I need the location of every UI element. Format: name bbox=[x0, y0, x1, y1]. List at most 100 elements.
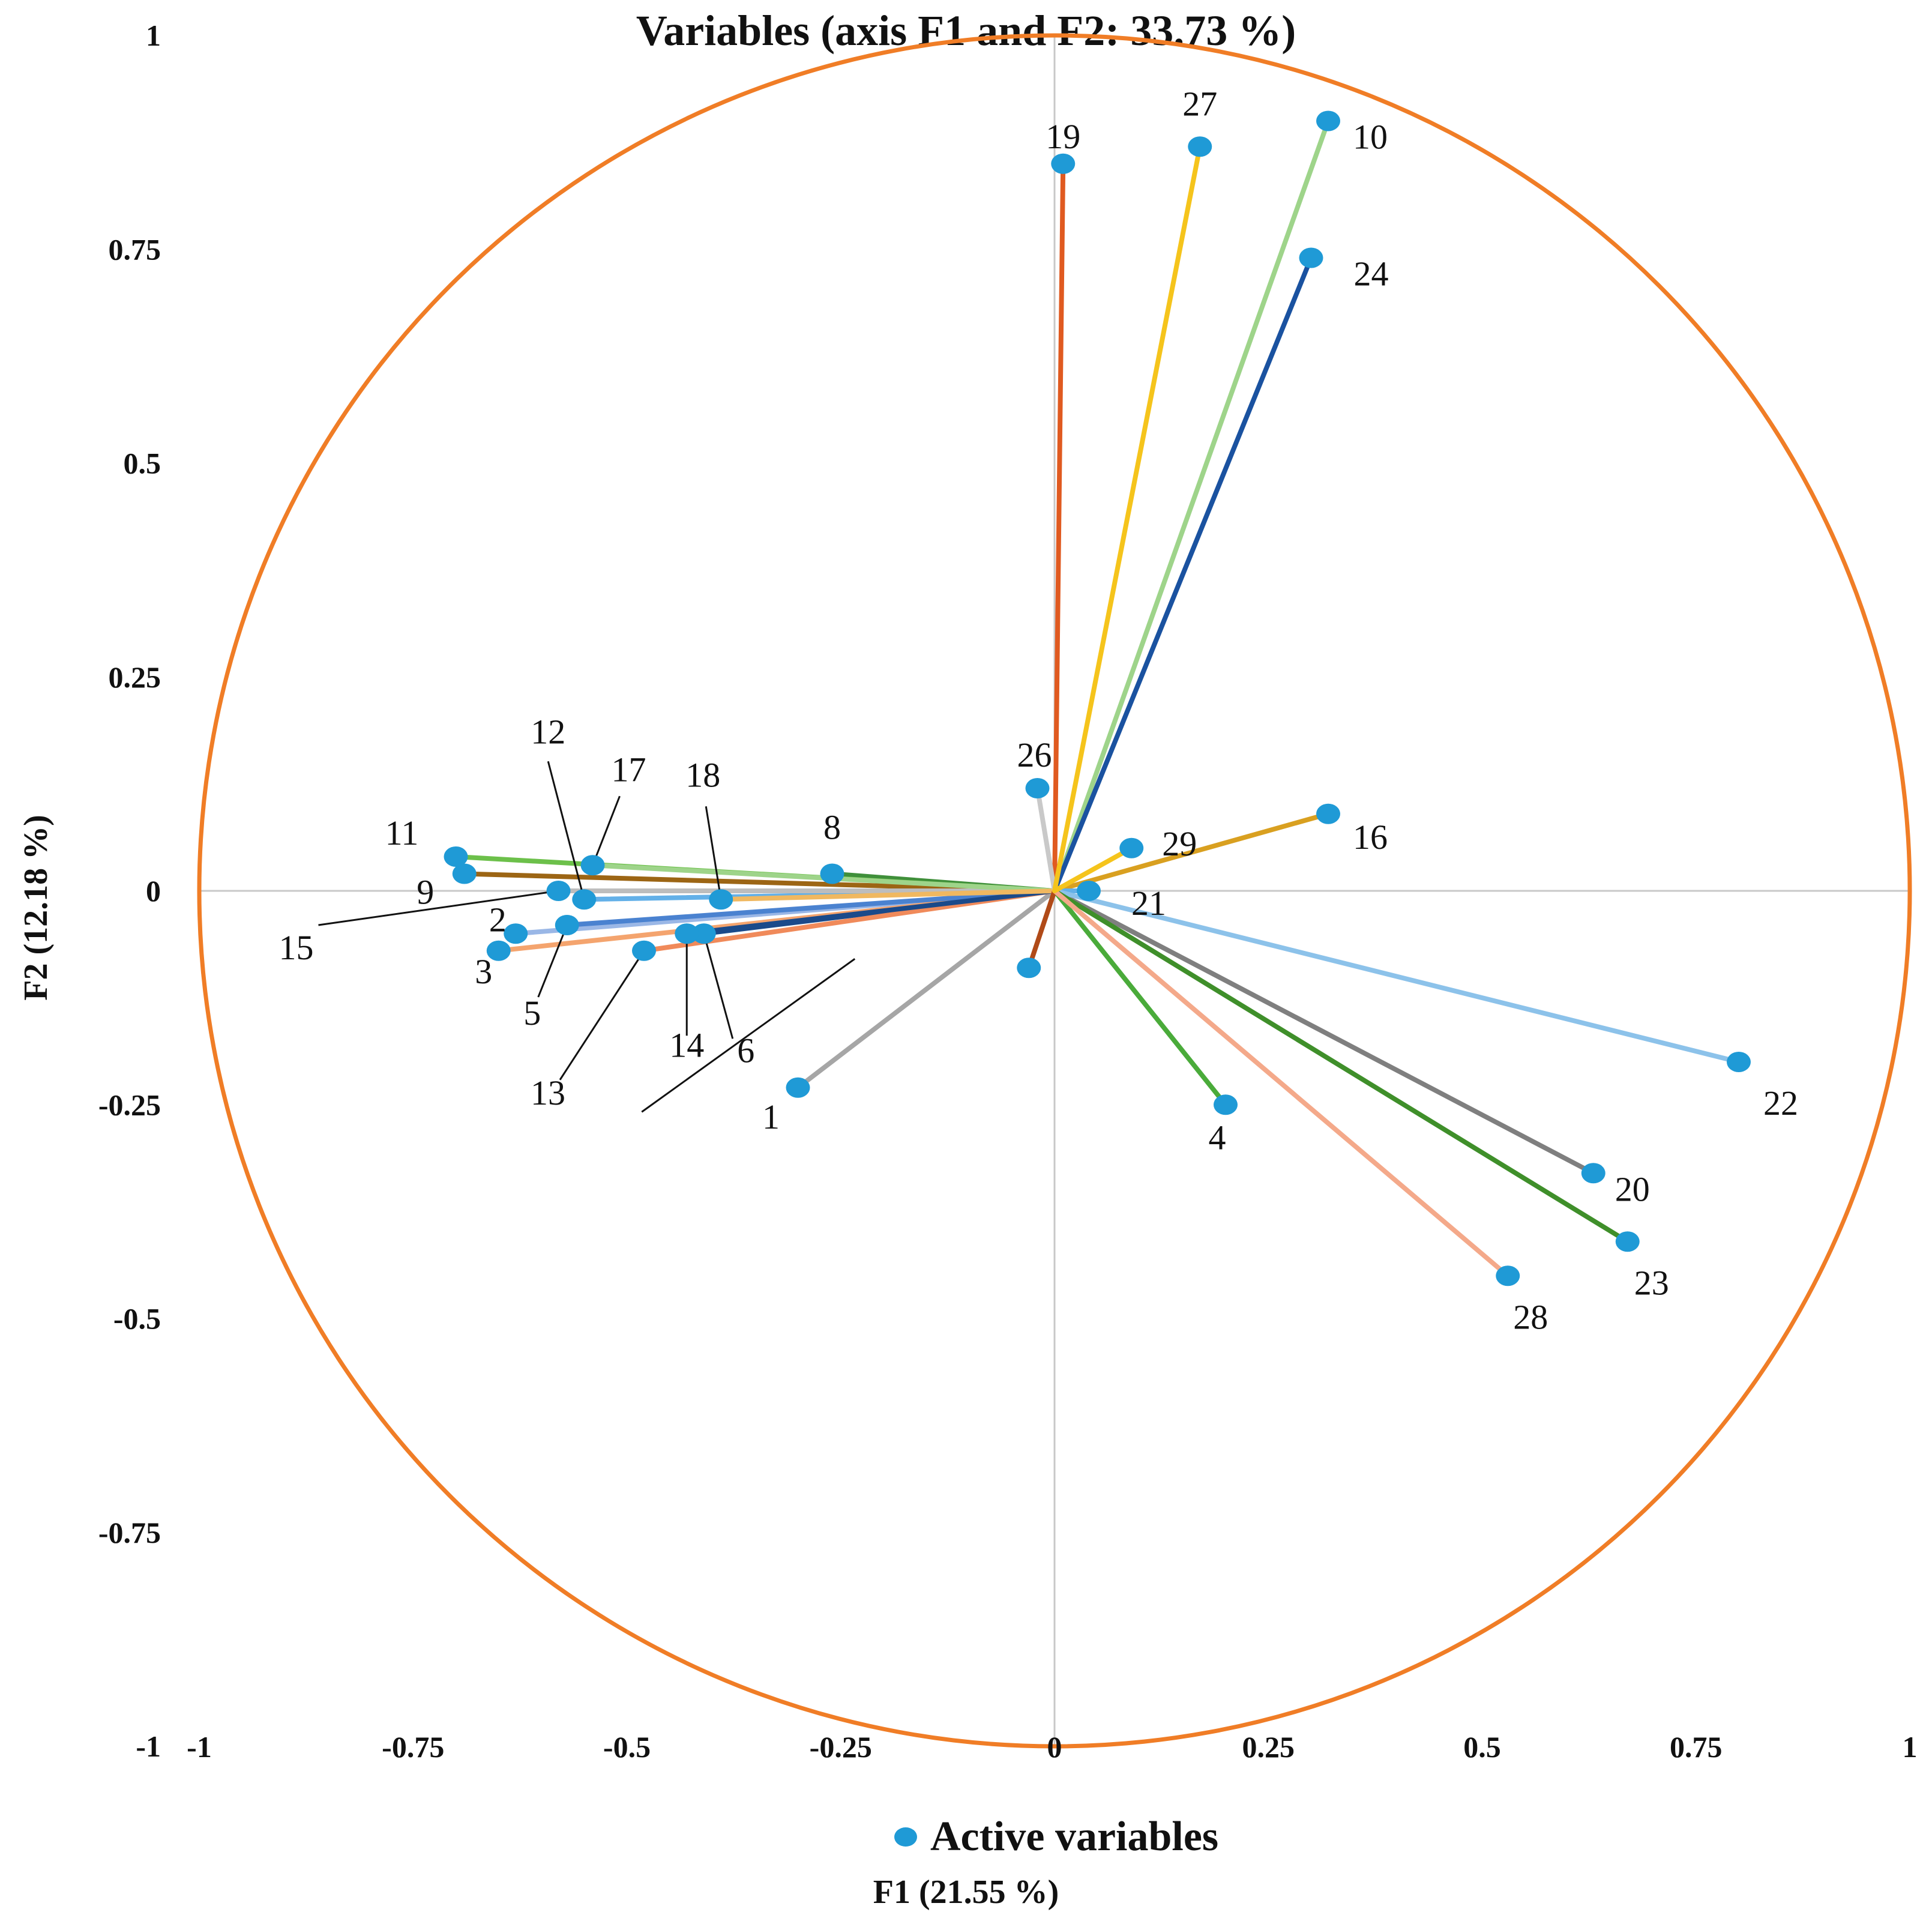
label-17: 17 bbox=[612, 750, 646, 789]
label-12: 12 bbox=[531, 712, 565, 751]
point-4 bbox=[1214, 1094, 1238, 1115]
legend: Active variables bbox=[894, 1807, 1218, 1867]
label-28: 28 bbox=[1513, 1297, 1548, 1336]
vector-14 bbox=[684, 888, 1057, 936]
x-tick-label: -0.25 bbox=[810, 1730, 872, 1764]
point-20 bbox=[1581, 1163, 1605, 1184]
label-21: 21 bbox=[1131, 884, 1166, 923]
vector-19 bbox=[1052, 161, 1066, 893]
y-tick-label: -0.5 bbox=[113, 1302, 161, 1336]
point-11 bbox=[444, 846, 468, 867]
variable-markers bbox=[444, 110, 1751, 1286]
point-25 bbox=[1017, 957, 1041, 979]
point-8 bbox=[820, 863, 844, 884]
y-tick-label: -0.75 bbox=[98, 1516, 161, 1549]
x-tick-label: 0.75 bbox=[1670, 1730, 1723, 1764]
point-9 bbox=[452, 863, 477, 884]
y-tick-label: -1 bbox=[136, 1729, 161, 1763]
leader-6 bbox=[703, 933, 734, 1039]
leader-13 bbox=[559, 950, 645, 1081]
point-18 bbox=[709, 889, 733, 910]
vector-18 bbox=[718, 888, 1057, 902]
y-tick-label: 1 bbox=[146, 19, 161, 52]
point-22 bbox=[1727, 1052, 1751, 1072]
point-1 bbox=[786, 1077, 810, 1098]
point-24 bbox=[1299, 247, 1323, 268]
label-22: 22 bbox=[1763, 1084, 1798, 1123]
variable-vectors bbox=[453, 118, 1741, 1279]
leader-5 bbox=[537, 924, 568, 998]
point-21 bbox=[1077, 881, 1101, 901]
x-tick-label: 0.25 bbox=[1242, 1730, 1295, 1764]
y-tick-label: 0.5 bbox=[124, 447, 161, 480]
point-5 bbox=[555, 915, 579, 935]
point-3 bbox=[486, 940, 511, 961]
x-tick-label: -1 bbox=[187, 1730, 212, 1764]
vector-1 bbox=[795, 888, 1057, 1090]
label-19: 19 bbox=[1046, 117, 1080, 156]
point-23 bbox=[1615, 1231, 1640, 1252]
vector-25 bbox=[1026, 888, 1057, 971]
label-4: 4 bbox=[1209, 1118, 1226, 1157]
point-6 bbox=[691, 923, 716, 944]
x-tick-label: -0.5 bbox=[603, 1730, 651, 1764]
label-24: 24 bbox=[1354, 255, 1389, 294]
vector-29 bbox=[1052, 845, 1134, 893]
label-5: 5 bbox=[523, 994, 541, 1033]
x-tick-label: -0.75 bbox=[382, 1730, 444, 1764]
leader-17 bbox=[592, 795, 621, 866]
vector-22 bbox=[1052, 888, 1741, 1064]
label-18: 18 bbox=[685, 755, 720, 794]
point-15 bbox=[546, 881, 571, 901]
label-20: 20 bbox=[1615, 1169, 1650, 1208]
legend-label: Active variables bbox=[930, 1814, 1219, 1860]
leader-12 bbox=[547, 761, 585, 900]
point-16 bbox=[1316, 803, 1340, 824]
label-9: 9 bbox=[417, 873, 434, 912]
y-tick-label: 0.75 bbox=[109, 232, 161, 266]
label-16: 16 bbox=[1353, 818, 1388, 857]
vector-9 bbox=[462, 871, 1057, 893]
label-15: 15 bbox=[279, 928, 314, 967]
vector-28 bbox=[1052, 888, 1511, 1279]
label-8: 8 bbox=[823, 808, 841, 847]
vector-24 bbox=[1052, 255, 1314, 893]
label-13: 13 bbox=[531, 1073, 565, 1112]
point-19 bbox=[1051, 153, 1076, 174]
leader-18 bbox=[705, 806, 722, 900]
legend-marker-icon bbox=[894, 1827, 917, 1847]
point-10 bbox=[1316, 110, 1340, 131]
point-17 bbox=[580, 855, 605, 876]
point-13 bbox=[632, 940, 656, 961]
x-axis-label: F1 (21.55 %) bbox=[873, 1874, 1059, 1911]
vector-5 bbox=[564, 888, 1057, 927]
point-29 bbox=[1119, 837, 1144, 858]
leader-15 bbox=[318, 890, 559, 926]
point-27 bbox=[1188, 136, 1212, 157]
vector-20 bbox=[1052, 888, 1596, 1176]
label-10: 10 bbox=[1353, 118, 1388, 157]
label-3: 3 bbox=[475, 952, 492, 991]
label-1: 1 bbox=[762, 1097, 780, 1136]
y-tick-label: 0.25 bbox=[109, 660, 161, 694]
vector-26 bbox=[1035, 786, 1057, 893]
point-2 bbox=[504, 923, 528, 944]
x-tick-label: 0.5 bbox=[1463, 1730, 1501, 1764]
vector-27 bbox=[1052, 144, 1203, 893]
point-14 bbox=[675, 923, 699, 944]
y-tick-label: 0 bbox=[146, 874, 161, 908]
label-6: 6 bbox=[737, 1031, 754, 1070]
x-tick-label: 1 bbox=[1903, 1730, 1918, 1764]
leader-25 bbox=[641, 958, 856, 1113]
tick-labels: -1 -0.75 -0.5 -0.25 0 0.25 0.5 0.75 1 1 0.75 0.5 0.2… bbox=[98, 19, 1918, 1764]
point-28 bbox=[1496, 1265, 1520, 1286]
label-2: 2 bbox=[489, 900, 507, 939]
label-26: 26 bbox=[1017, 735, 1052, 774]
vector-23 bbox=[1052, 888, 1630, 1244]
label-23: 23 bbox=[1634, 1263, 1669, 1302]
y-tick-label: -0.25 bbox=[98, 1088, 161, 1121]
point-12 bbox=[572, 889, 597, 910]
label-29: 29 bbox=[1162, 824, 1197, 863]
